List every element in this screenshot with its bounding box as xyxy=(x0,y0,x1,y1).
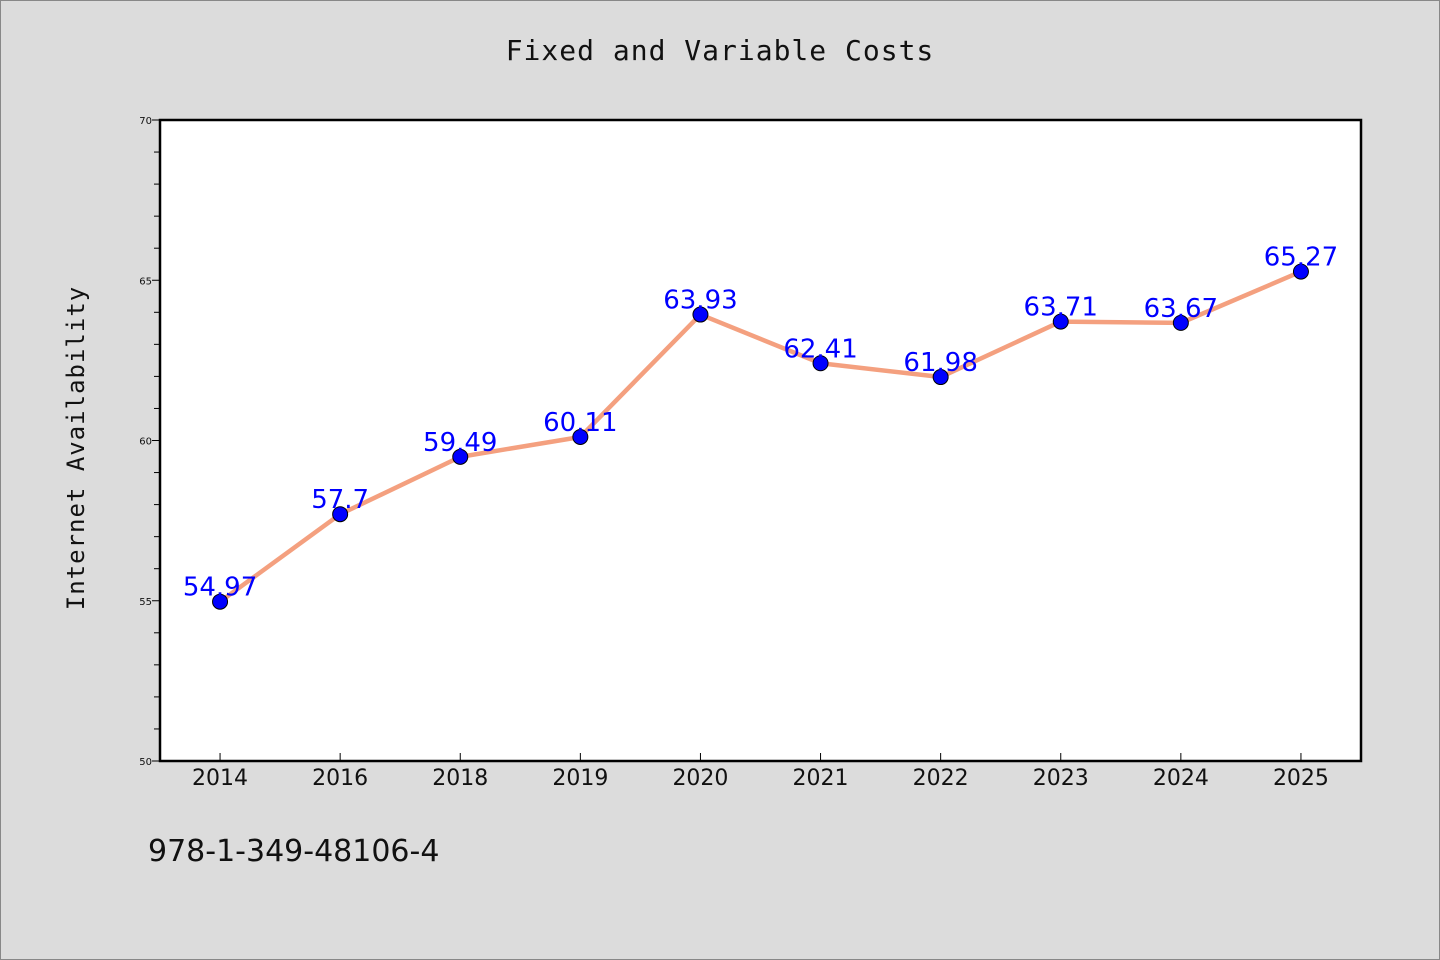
data-label: 54.97 xyxy=(183,573,257,603)
plot-area xyxy=(158,118,1363,763)
series-line xyxy=(217,269,1304,604)
data-point xyxy=(332,506,349,523)
x-axis-ticks: 2014 2016 2018 2019 2020 2021 2022 2023 2024 2025 xyxy=(192,753,1329,791)
data-point xyxy=(1052,313,1069,330)
data-point xyxy=(212,593,229,610)
data-markers xyxy=(212,263,1309,610)
data-label: 63.71 xyxy=(1024,293,1098,323)
x-tick-label: 2014 xyxy=(192,766,248,791)
data-label: 63.93 xyxy=(663,286,737,316)
chart-title: Fixed and Variable Costs xyxy=(505,34,935,67)
y-tick-label: 60 xyxy=(139,437,152,448)
x-tick-label: 2019 xyxy=(552,766,608,791)
data-point xyxy=(1292,263,1309,280)
x-tick-label: 2024 xyxy=(1153,766,1209,791)
data-label: 59.49 xyxy=(423,428,497,458)
x-tick-label: 2020 xyxy=(672,766,728,791)
data-point xyxy=(692,306,709,323)
y-tick-label: 50 xyxy=(139,757,152,768)
x-tick-label: 2021 xyxy=(793,766,849,791)
data-point xyxy=(452,448,469,465)
x-tick-label: 2025 xyxy=(1273,766,1329,791)
x-tick-label: 2016 xyxy=(312,766,368,791)
data-point xyxy=(812,355,829,372)
data-point xyxy=(932,369,949,386)
y-axis-label: Internet Availability xyxy=(62,286,90,610)
isbn-text: 978-1-349-48106-4 xyxy=(148,834,440,869)
y-axis-ticks: 50 55 60 65 70 xyxy=(139,116,160,768)
data-point xyxy=(1172,314,1189,331)
data-point xyxy=(572,428,589,445)
data-label: 65.27 xyxy=(1264,243,1338,273)
y-tick-label: 65 xyxy=(139,276,152,287)
data-label: 62.41 xyxy=(783,334,857,364)
data-label: 63.67 xyxy=(1144,294,1218,324)
y-tick-label: 70 xyxy=(139,116,152,127)
data-label: 57.7 xyxy=(311,485,369,515)
y-tick-label: 55 xyxy=(139,597,152,608)
data-label: 60.11 xyxy=(543,408,617,438)
x-tick-label: 2022 xyxy=(913,766,969,791)
data-label: 61.98 xyxy=(903,348,977,378)
x-tick-label: 2023 xyxy=(1033,766,1089,791)
x-tick-label: 2018 xyxy=(432,766,488,791)
data-labels: 54.97 57.7 59.49 60.11 63.93 62.41 61.98 63.71 6… xyxy=(183,243,1338,603)
